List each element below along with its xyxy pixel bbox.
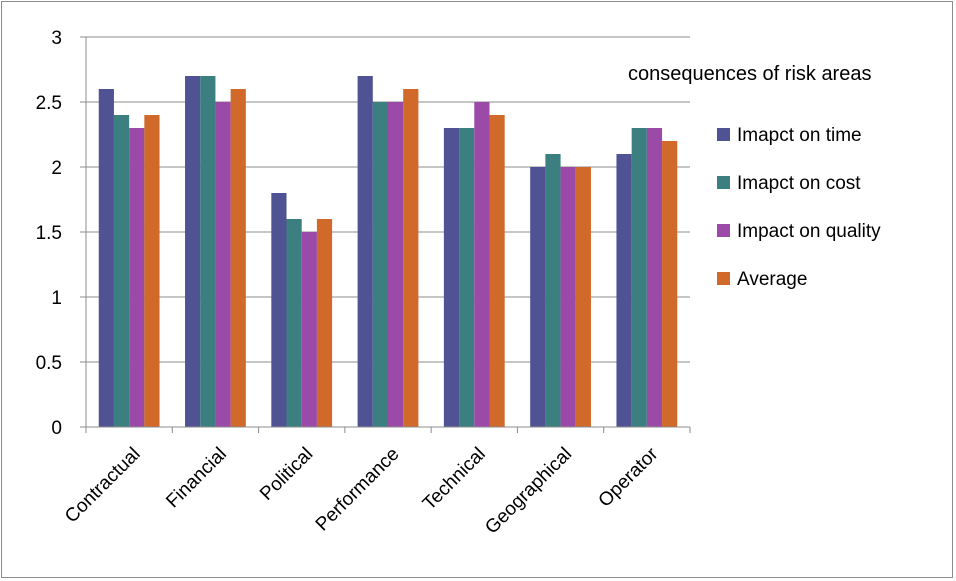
x-tick-label: Operator	[595, 443, 663, 511]
y-tick-label: 2	[51, 158, 62, 179]
y-tick-labels: 0 0.5 1 1.5 2 2.5 3	[36, 28, 62, 439]
bar-performance-series-1	[357, 76, 373, 427]
legend-swatch	[717, 224, 730, 237]
bar-performance-series-3	[388, 102, 404, 427]
bar-geographical-series-1	[530, 167, 546, 427]
bar-geographical-series-2	[545, 154, 561, 427]
bar-contractual-series-4	[144, 115, 160, 427]
y-tick-label: 0.5	[36, 353, 62, 374]
y-tick-label: 1.5	[36, 223, 62, 244]
bar-contractual-series-3	[129, 128, 145, 427]
legend-title: consequences of risk areas	[628, 63, 871, 85]
bar-operator-series-4	[662, 141, 678, 427]
bar-technical-series-4	[489, 115, 505, 427]
bar-financial-series-2	[200, 76, 216, 427]
bar-technical-series-2	[459, 128, 475, 427]
x-tick-label: Political	[256, 444, 317, 505]
bar-operator-series-3	[646, 128, 663, 427]
legend-label: Impact on quality	[737, 221, 881, 242]
x-tick-label: Geographical	[481, 444, 576, 539]
bar-contractual-series-2	[113, 115, 130, 427]
bars	[98, 76, 678, 427]
bar-political-series-2	[286, 219, 302, 427]
x-tick-label: Contractual	[61, 444, 145, 528]
legend-label: Imapct on cost	[737, 173, 861, 194]
x-tick-label: Performance	[312, 444, 404, 536]
bar-operator-series-1	[616, 154, 632, 427]
bar-technical-series-1	[443, 128, 460, 427]
bar-political-series-1	[271, 193, 287, 427]
bar-political-series-3	[301, 232, 317, 427]
y-tick-label: 2.5	[36, 93, 62, 114]
bar-geographical-series-4	[575, 167, 591, 427]
x-tick-label: Financial	[162, 444, 231, 513]
bar-technical-series-3	[474, 102, 490, 427]
legend-swatch	[717, 272, 730, 285]
y-tick-label: 1	[51, 288, 62, 309]
bar-financial-series-1	[185, 76, 201, 427]
bar-geographical-series-3	[560, 167, 576, 427]
y-tick-label: 3	[51, 28, 62, 49]
legend-label: Imapct on time	[737, 125, 862, 146]
legend: consequences of risk areas Imapct on tim…	[628, 63, 881, 290]
bar-performance-series-4	[403, 89, 419, 427]
x-tick-labels: Contractual Financial PoliticalPerformance…	[61, 443, 663, 538]
bar-financial-series-4	[230, 89, 246, 427]
bar-contractual-series-1	[98, 89, 114, 427]
legend-swatch	[717, 128, 730, 141]
bar-performance-series-2	[372, 102, 388, 427]
bar-financial-series-3	[215, 102, 231, 427]
legend-label: Average	[737, 269, 807, 290]
legend-swatch	[717, 176, 730, 189]
bar-political-series-4	[316, 219, 333, 427]
bar-operator-series-2	[631, 128, 647, 427]
y-tick-label: 0	[51, 418, 62, 439]
x-tick-label: Technical	[419, 444, 490, 515]
axes	[80, 36, 691, 433]
